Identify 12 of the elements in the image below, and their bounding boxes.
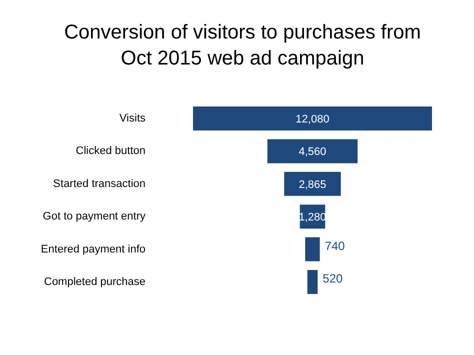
category-label: Entered payment info bbox=[40, 243, 146, 256]
category-label: Got to payment entry bbox=[42, 210, 146, 223]
category-label: Visits bbox=[119, 112, 146, 124]
category-label: Completed purchase bbox=[44, 276, 146, 288]
data-label: 520 bbox=[322, 272, 343, 286]
category-label: Started transaction bbox=[53, 178, 146, 190]
data-label: 12,080 bbox=[296, 114, 330, 126]
data-label: 4,560 bbox=[298, 146, 326, 158]
text: Conversion of visitors to purchases from Oct 2015 web ad campaign bbox=[64, 22, 421, 70]
category-label: Clicked button bbox=[76, 145, 146, 158]
data-label: 740 bbox=[324, 238, 346, 253]
data-label: 2,865 bbox=[298, 178, 326, 191]
